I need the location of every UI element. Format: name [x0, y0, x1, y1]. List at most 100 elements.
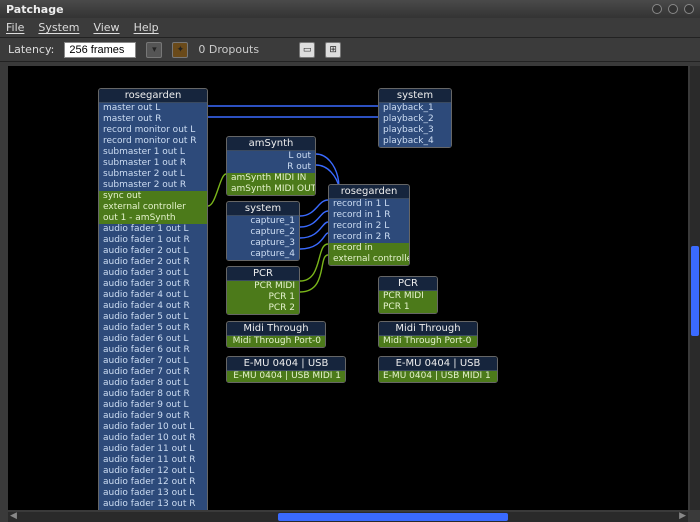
- port[interactable]: external controller: [329, 254, 409, 265]
- port[interactable]: amSynth MIDI OUT: [227, 184, 315, 195]
- port[interactable]: sync out: [99, 191, 207, 202]
- port[interactable]: audio fader 2 out L: [99, 246, 207, 257]
- port[interactable]: submaster 1 out L: [99, 147, 207, 158]
- maximize-button[interactable]: [668, 4, 678, 14]
- port[interactable]: audio fader 8 out L: [99, 378, 207, 389]
- port[interactable]: audio fader 1 out L: [99, 224, 207, 235]
- zoom-fit-button[interactable]: ▭: [299, 42, 315, 58]
- toolbar: Latency: ▾ ✦ 0 Dropouts ▭ ⊞: [0, 38, 700, 62]
- port[interactable]: amSynth MIDI IN: [227, 173, 315, 184]
- port[interactable]: record in 2 L: [329, 221, 409, 232]
- port[interactable]: playback_2: [379, 114, 451, 125]
- close-button[interactable]: [684, 4, 694, 14]
- scrollbar-thumb-v[interactable]: [691, 246, 699, 336]
- port[interactable]: master out R: [99, 114, 207, 125]
- port[interactable]: record in 1 L: [329, 199, 409, 210]
- node-amsynth[interactable]: amSynthL outR outamSynth MIDI INamSynth …: [226, 136, 316, 196]
- port[interactable]: audio fader 7 out R: [99, 367, 207, 378]
- patch-canvas[interactable]: rosegardenmaster out Lmaster out Rrecord…: [8, 66, 688, 510]
- port[interactable]: PCR MIDI: [379, 291, 437, 302]
- node-rosegarden_out[interactable]: rosegardenmaster out Lmaster out Rrecord…: [98, 88, 208, 510]
- menu-view[interactable]: View: [93, 21, 119, 34]
- port[interactable]: audio fader 12 out L: [99, 466, 207, 477]
- port[interactable]: audio fader 5 out L: [99, 312, 207, 323]
- port[interactable]: capture_1: [227, 216, 299, 227]
- node-title: system: [379, 89, 451, 103]
- port[interactable]: Midi Through Port-0: [227, 336, 325, 347]
- port[interactable]: playback_1: [379, 103, 451, 114]
- node-midi_thru_in[interactable]: Midi ThroughMidi Through Port-0: [378, 321, 478, 348]
- port[interactable]: capture_3: [227, 238, 299, 249]
- port[interactable]: audio fader 10 out R: [99, 433, 207, 444]
- node-system_in[interactable]: systemplayback_1playback_2playback_3play…: [378, 88, 452, 148]
- latency-input[interactable]: [64, 42, 136, 58]
- port[interactable]: PCR 1: [379, 302, 437, 313]
- port[interactable]: audio fader 11 out R: [99, 455, 207, 466]
- node-title: amSynth: [227, 137, 315, 151]
- port[interactable]: PCR MIDI: [227, 281, 299, 292]
- scrollbar-horizontal[interactable]: ◀ ▶: [8, 512, 688, 522]
- port[interactable]: record in: [329, 243, 409, 254]
- zoom-reset-button[interactable]: ⊞: [325, 42, 341, 58]
- port[interactable]: submaster 2 out L: [99, 169, 207, 180]
- port[interactable]: audio fader 10 out L: [99, 422, 207, 433]
- port[interactable]: record monitor out L: [99, 125, 207, 136]
- port[interactable]: audio fader 3 out R: [99, 279, 207, 290]
- scroll-right-icon[interactable]: ▶: [679, 511, 686, 521]
- latency-dropdown[interactable]: ▾: [146, 42, 162, 58]
- port[interactable]: out 1 - amSynth: [99, 213, 207, 224]
- titlebar[interactable]: Patchage: [0, 0, 700, 18]
- port[interactable]: L out: [227, 151, 315, 162]
- port[interactable]: audio fader 6 out R: [99, 345, 207, 356]
- node-title: rosegarden: [329, 185, 409, 199]
- port[interactable]: playback_4: [379, 136, 451, 147]
- port[interactable]: submaster 1 out R: [99, 158, 207, 169]
- port[interactable]: master out L: [99, 103, 207, 114]
- menu-help[interactable]: Help: [134, 21, 159, 34]
- port[interactable]: audio fader 1 out R: [99, 235, 207, 246]
- port[interactable]: E-MU 0404 | USB MIDI 1: [227, 371, 345, 382]
- menu-system[interactable]: System: [38, 21, 79, 34]
- scrollbar-thumb-h[interactable]: [278, 513, 508, 521]
- port[interactable]: audio fader 12 out R: [99, 477, 207, 488]
- port[interactable]: playback_3: [379, 125, 451, 136]
- port[interactable]: R out: [227, 162, 315, 173]
- port[interactable]: audio fader 13 out R: [99, 499, 207, 510]
- port[interactable]: audio fader 8 out R: [99, 389, 207, 400]
- scroll-left-icon[interactable]: ◀: [10, 511, 17, 521]
- port[interactable]: audio fader 4 out R: [99, 301, 207, 312]
- node-midi_thru_out[interactable]: Midi ThroughMidi Through Port-0: [226, 321, 326, 348]
- port[interactable]: record in 2 R: [329, 232, 409, 243]
- scrollbar-vertical[interactable]: [690, 66, 700, 510]
- menu-file[interactable]: File: [6, 21, 24, 34]
- port[interactable]: audio fader 4 out L: [99, 290, 207, 301]
- port[interactable]: audio fader 5 out R: [99, 323, 207, 334]
- minimize-button[interactable]: [652, 4, 662, 14]
- port[interactable]: record monitor out R: [99, 136, 207, 147]
- port[interactable]: PCR 2: [227, 303, 299, 314]
- port[interactable]: capture_2: [227, 227, 299, 238]
- port[interactable]: audio fader 13 out L: [99, 488, 207, 499]
- port[interactable]: audio fader 9 out L: [99, 400, 207, 411]
- node-system_out[interactable]: systemcapture_1capture_2capture_3capture…: [226, 201, 300, 261]
- port[interactable]: Midi Through Port-0: [379, 336, 477, 347]
- node-title: rosegarden: [99, 89, 207, 103]
- node-emu_out[interactable]: E-MU 0404 | USBE-MU 0404 | USB MIDI 1: [226, 356, 346, 383]
- port[interactable]: capture_4: [227, 249, 299, 260]
- port[interactable]: PCR 1: [227, 292, 299, 303]
- clear-dropouts-button[interactable]: ✦: [172, 42, 188, 58]
- node-pcr_in[interactable]: PCRPCR MIDIPCR 1: [378, 276, 438, 314]
- node-rosegarden_in[interactable]: rosegardenrecord in 1 Lrecord in 1 Rreco…: [328, 184, 410, 266]
- port[interactable]: audio fader 11 out L: [99, 444, 207, 455]
- port[interactable]: audio fader 6 out L: [99, 334, 207, 345]
- port[interactable]: audio fader 2 out R: [99, 257, 207, 268]
- node-emu_in[interactable]: E-MU 0404 | USBE-MU 0404 | USB MIDI 1: [378, 356, 498, 383]
- port[interactable]: external controller: [99, 202, 207, 213]
- port[interactable]: audio fader 7 out L: [99, 356, 207, 367]
- port[interactable]: submaster 2 out R: [99, 180, 207, 191]
- port[interactable]: E-MU 0404 | USB MIDI 1: [379, 371, 497, 382]
- port[interactable]: record in 1 R: [329, 210, 409, 221]
- port[interactable]: audio fader 9 out R: [99, 411, 207, 422]
- node-pcr_out[interactable]: PCRPCR MIDIPCR 1PCR 2: [226, 266, 300, 315]
- port[interactable]: audio fader 3 out L: [99, 268, 207, 279]
